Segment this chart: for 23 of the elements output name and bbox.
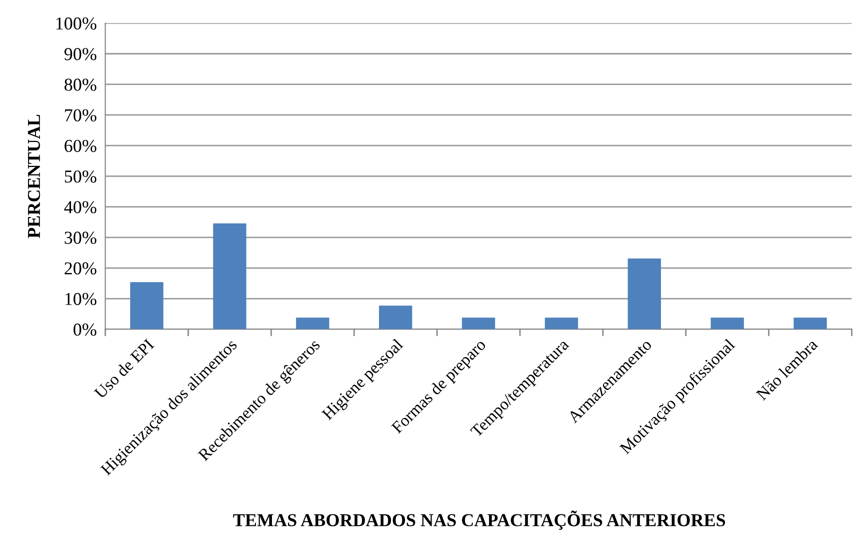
y-tick-label: 70% <box>65 109 96 122</box>
y-tick-label: 10% <box>65 292 96 306</box>
y-tick-label: 50% <box>64 170 96 183</box>
bar <box>378 306 412 330</box>
y-tick-label: 60% <box>64 140 96 152</box>
y-tick-label: 30% <box>64 232 96 244</box>
bar <box>296 318 330 330</box>
bar <box>213 223 246 330</box>
y-tick-label: 100% <box>56 17 96 30</box>
x-tick-label: Uso de EPI <box>93 338 155 400</box>
bar <box>544 318 578 330</box>
y-tick-label: 80% <box>64 78 96 91</box>
y-tick-label: 40% <box>64 201 96 214</box>
y-tick-label: 20% <box>64 262 96 275</box>
bar <box>130 282 164 330</box>
bar <box>794 318 827 330</box>
x-axis-title: TEMAS ABORDADOS NAS CAPACITAÇÕES ANTERIORES <box>233 510 726 530</box>
y-axis-title: PERCENTUAL <box>28 114 40 238</box>
bar <box>710 318 744 330</box>
y-tick-label: 90% <box>64 48 96 60</box>
bar <box>628 258 661 330</box>
bar <box>462 318 496 330</box>
y-tick-label: 0% <box>74 324 96 336</box>
